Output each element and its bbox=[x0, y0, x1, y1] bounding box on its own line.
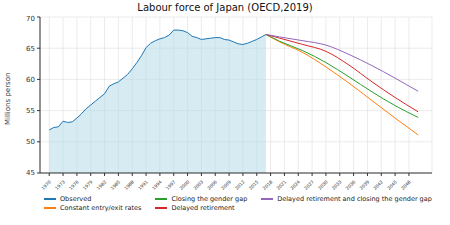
svg-text:2048: 2048 bbox=[400, 179, 412, 191]
html-text:Delayed retirement: Delayed retirement bbox=[171, 204, 235, 212]
svg-text:2042: 2042 bbox=[372, 179, 384, 191]
svg-text:2012: 2012 bbox=[234, 179, 246, 191]
svg-text:1979: 1979 bbox=[82, 179, 94, 191]
svg-text:2024: 2024 bbox=[289, 179, 301, 191]
svg-text:1997: 1997 bbox=[165, 179, 177, 191]
svg-text:1985: 1985 bbox=[110, 179, 122, 191]
html-text:Labour force of Japan (OECD,20: Labour force of Japan (OECD,2019) bbox=[137, 2, 313, 13]
html-text:Closing the gender gap: Closing the gender gap bbox=[171, 195, 248, 203]
svg-text:2030: 2030 bbox=[317, 179, 329, 191]
svg-text:2039: 2039 bbox=[359, 179, 371, 191]
svg-text:1994: 1994 bbox=[151, 179, 163, 191]
svg-text:65: 65 bbox=[26, 45, 35, 53]
svg-text:2036: 2036 bbox=[345, 179, 357, 191]
svg-text:60: 60 bbox=[26, 76, 35, 84]
svg-text:1982: 1982 bbox=[96, 179, 108, 191]
svg-text:2015: 2015 bbox=[248, 179, 260, 191]
svg-text:2045: 2045 bbox=[386, 179, 398, 191]
svg-text:2033: 2033 bbox=[331, 179, 343, 191]
html-text:Observed: Observed bbox=[60, 195, 92, 203]
svg-text:1970: 1970 bbox=[40, 179, 52, 191]
html-text:Constant entry/exit rates: Constant entry/exit rates bbox=[60, 204, 142, 212]
svg-text:2027: 2027 bbox=[303, 179, 315, 191]
svg-text:55: 55 bbox=[26, 107, 35, 115]
svg-text:2018: 2018 bbox=[262, 179, 274, 191]
svg-text:45: 45 bbox=[26, 169, 35, 177]
svg-text:2000: 2000 bbox=[179, 179, 191, 191]
svg-text:2021: 2021 bbox=[276, 179, 288, 191]
svg-text:1976: 1976 bbox=[68, 179, 80, 191]
svg-text:1991: 1991 bbox=[137, 179, 149, 191]
svg-text:50: 50 bbox=[26, 138, 35, 146]
svg-text:1973: 1973 bbox=[54, 179, 66, 191]
svg-text:2006: 2006 bbox=[206, 179, 218, 191]
svg-text:Millions person: Millions person bbox=[8, 73, 12, 125]
svg-text:2003: 2003 bbox=[193, 179, 205, 191]
html-text:Delayed retirement and closing: Delayed retirement and closing the gende… bbox=[277, 195, 432, 203]
svg-text:1988: 1988 bbox=[123, 179, 135, 191]
svg-text:2009: 2009 bbox=[220, 179, 232, 191]
svg-text:70: 70 bbox=[26, 15, 35, 23]
